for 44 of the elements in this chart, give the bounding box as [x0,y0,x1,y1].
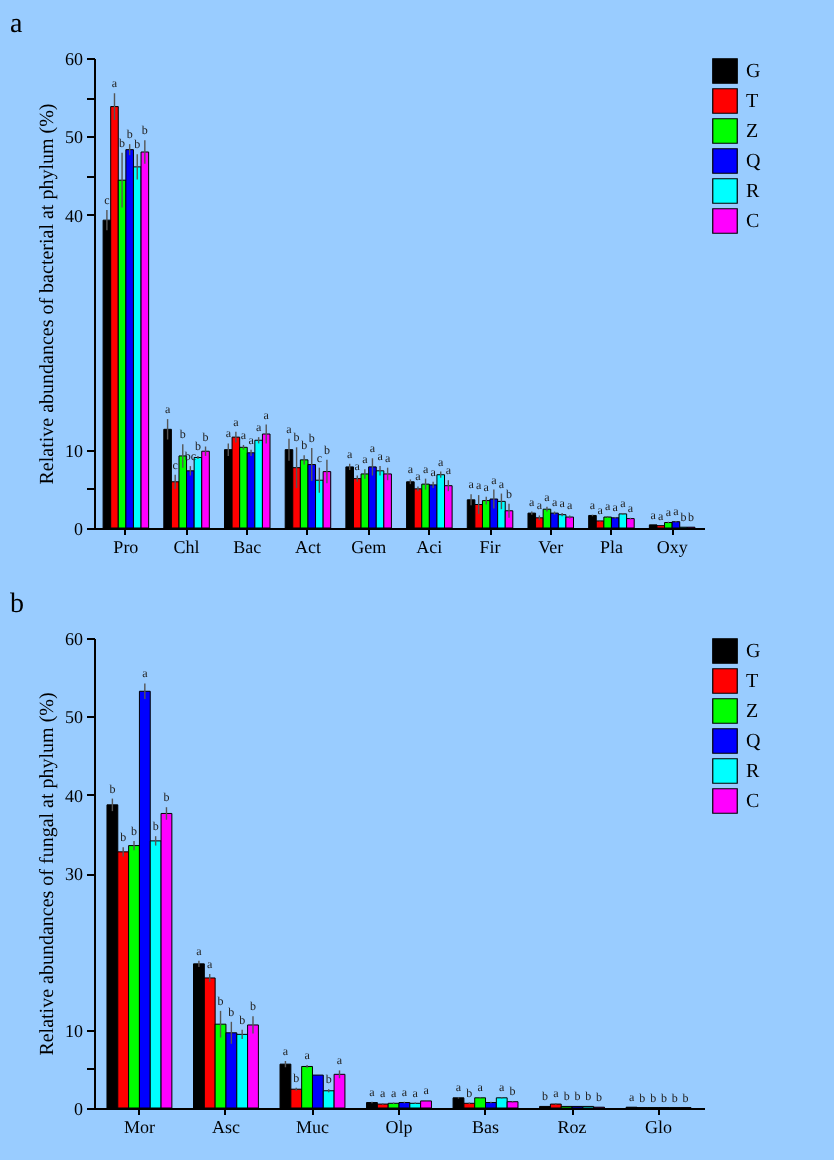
y-tick-label: 50 [65,707,84,728]
legend-label: Q [746,151,762,173]
y-tick-label: 0 [74,1099,84,1119]
chart-title: b [10,590,24,620]
x-tick-label: Olp [385,1117,414,1137]
x-tick-label: Pla [599,537,623,557]
x-tick-label: Gem [351,537,387,557]
x-tick-label: Act [294,537,322,557]
x-tick-label: Muc [295,1117,329,1137]
x-tick-label: Glo [645,1117,674,1137]
y-tick-label: 50 [65,127,84,148]
legend-label: Z [746,121,759,143]
legend-label: G [746,61,761,83]
y-axis-title: Relative abundances of bacterial at phylum (%) [37,103,59,485]
chart-title: a [10,10,24,40]
x-tick-label: Aci [416,537,444,557]
y-tick-label: 40 [65,205,84,226]
x-tick-label: Roz [557,1117,587,1137]
y-axis-title: Relative abundances of fungal at phylum (%) [37,692,59,1056]
y-tick-label: 0 [74,519,84,539]
x-tick-label: Mor [123,1117,155,1137]
legend-label: Z [746,701,759,723]
legend-label: Q [746,731,762,753]
y-tick-label: 60 [65,629,84,649]
x-tick-label: Bac [233,537,262,557]
x-tick-label: Asc [211,1117,240,1137]
x-tick-label: Bas [472,1117,501,1137]
y-tick-label: 10 [65,1020,84,1041]
legend-label: T [746,671,759,693]
legend-label: R [746,761,760,783]
x-tick-label: Ver [538,537,564,557]
y-tick-label: 40 [65,785,84,806]
legend-label: T [746,91,759,113]
y-tick-label: 30 [65,864,84,884]
x-tick-label: Oxy [656,537,689,557]
legend-label: C [746,791,760,813]
y-tick-label: 60 [65,49,84,69]
legend-label: G [746,641,761,663]
legend-label: R [746,181,760,203]
x-tick-label: Pro [113,537,140,557]
legend-label: C [746,211,760,233]
x-tick-label: Chl [173,537,201,557]
y-tick-label: 10 [65,440,84,461]
x-tick-label: Fir [479,537,501,557]
